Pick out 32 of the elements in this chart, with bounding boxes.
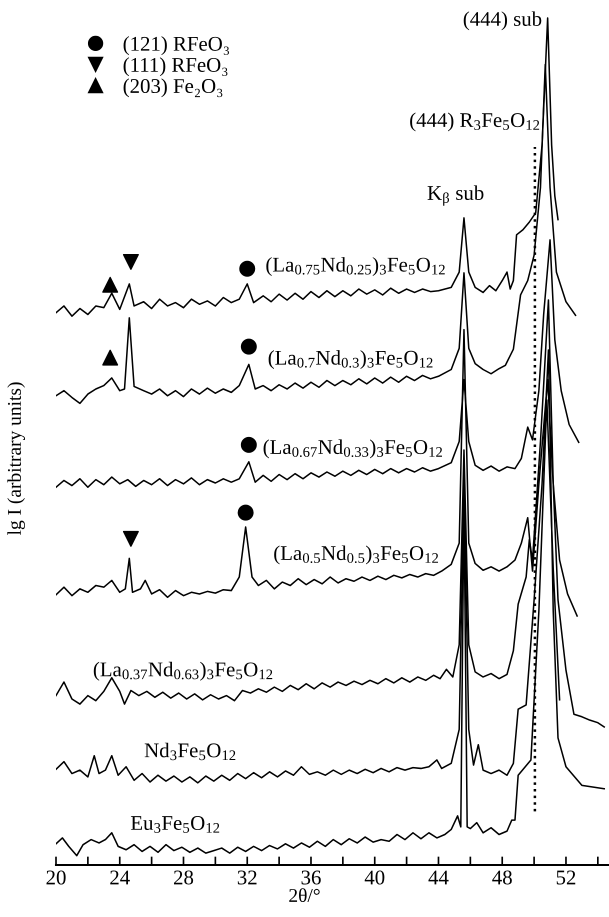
point bbox=[239, 260, 256, 277]
text: (La$_{0.7}$Nd$_{0.3}$)$_{3}$Fe$_{5}$O$_{12}$ bbox=[268, 350, 432, 370]
legend-label: (121) RFeO₃ bbox=[124, 36, 229, 56]
text: (La$_{0.67}$Nd$_{0.33}$)$_{3}$Fe$_{5}$O$_{12}$ bbox=[264, 439, 442, 458]
x-tick-label: 40 bbox=[364, 870, 384, 885]
x-tick-label: 36 bbox=[302, 870, 321, 885]
point bbox=[240, 436, 257, 453]
point bbox=[122, 530, 139, 547]
x-axis-title: 2θ/° bbox=[289, 888, 320, 902]
x-tick-label: 44 bbox=[428, 870, 449, 884]
series-label: Eu$_{3}$Fe$_{5}$O$_{12}$ bbox=[130, 816, 220, 833]
point bbox=[240, 338, 257, 355]
legend-label: (203) Fe₂O₃ bbox=[124, 78, 222, 98]
y-axis-title: lg I (arbitrary units) bbox=[7, 382, 25, 536]
annotation: K$_{β}$ sub bbox=[428, 185, 484, 206]
text: (La$_{0.75}$Nd$_{0.25}$)$_{3}$Fe$_{5}$O$_{12}$ bbox=[266, 257, 445, 276]
text: (La$_{0.5}$Nd$_{0.5}$)$_{3}$Fe$_{5}$O$_{12}$ bbox=[274, 545, 438, 564]
legend-label: (111) RFeO₃ bbox=[124, 57, 228, 76]
x-tick-label: 20 bbox=[46, 870, 66, 885]
annotation: (444) sub bbox=[464, 11, 542, 30]
ref-line-label: (444) R$_{3}$Fe$_{5}$O$_{12}$ bbox=[410, 112, 540, 132]
point bbox=[102, 276, 118, 293]
point bbox=[122, 254, 139, 270]
x-tick-label: 28 bbox=[174, 870, 194, 885]
series-label: Nd$_{3}$Fe$_{5}$O$_{12}$ bbox=[144, 742, 236, 760]
text: (La$_{0.37}$Nd$_{0.63}$)$_{3}$Fe$_{5}$O$_{12}$ bbox=[94, 662, 272, 681]
x-tick-label: 32 bbox=[238, 870, 257, 885]
x-tick-label: 48 bbox=[492, 870, 512, 885]
point bbox=[238, 504, 254, 521]
x-tick-label: 24 bbox=[110, 870, 130, 884]
point bbox=[102, 350, 118, 366]
x-tick-label: 52 bbox=[556, 870, 576, 885]
